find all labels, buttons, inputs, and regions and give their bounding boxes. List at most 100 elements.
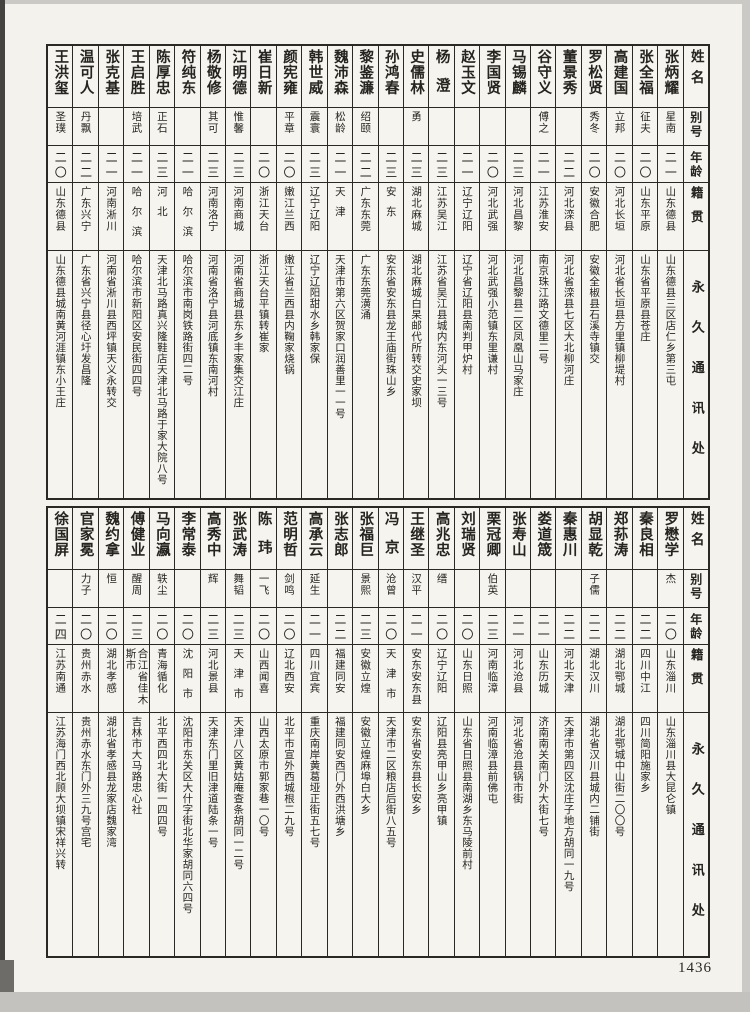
entry-alias-cell [632, 570, 658, 608]
entry-native-place: 广东东莞 [359, 186, 372, 232]
entry-native-place: 山西闻喜 [257, 648, 270, 694]
entry-native-place: 河北景县 [206, 648, 219, 694]
entry-native-place-cell: 河北景县 [200, 645, 225, 713]
entry-column: 杨敬修 其可 二三 河南洛宁 河南省洛宁县河底镇东南河村 [199, 46, 225, 498]
entry-alias: 勇 [410, 111, 423, 123]
entry-alias: 轶尘 [155, 573, 168, 596]
entry-name-cell: 江明德 [225, 46, 251, 108]
entry-name: 秦良相 [636, 511, 653, 558]
entry-native-place: 河北滦县 [562, 186, 575, 232]
entry-age-cell: 二一 [403, 608, 429, 645]
entry-age-cell: 二三 [149, 146, 175, 183]
entry-age-cell: 二〇 [581, 146, 607, 183]
column-header-alias-cell: 别号 [683, 570, 708, 608]
entry-alias-cell: 缙 [429, 570, 454, 608]
column-header-address-cell: 永久通讯处 [684, 713, 708, 956]
entry-address: 河北昌黎县二区凤凰山马家庄 [511, 254, 524, 397]
entry-alias-cell: 圣璞 [48, 108, 73, 146]
entry-native-place-cell: 四川宜宾 [302, 645, 327, 713]
entry-name-cell: 魏沛森 [327, 46, 353, 108]
entry-name-cell: 冯京 [378, 508, 403, 570]
entry-native-place-cell: 安徽立煌 [353, 645, 378, 713]
entry-column: 张炳耀 星南 二一 山东德县 山东德县三区店仁乡第三屯 [657, 46, 683, 498]
entry-address-cell: 沈阳市东关区大什字街北华家胡同六四号 [175, 713, 199, 956]
entry-column: 温可人 丹飘 二二 广东兴宁 广东省兴宁县径心圩发昌隆 [72, 46, 98, 498]
entry-native-place-cell: 贵州赤水 [73, 645, 98, 713]
entry-name-cell: 罗松贤 [581, 46, 607, 108]
column-header-native-cell: 籍贯 [683, 183, 708, 251]
entry-alias-cell: 松龄 [327, 108, 353, 146]
column-header-address: 永久通讯处 [688, 742, 704, 944]
entry-alias-cell [505, 108, 531, 146]
entry-age-cell: 二〇 [251, 608, 276, 645]
column-header-name: 姓名 [687, 511, 704, 553]
entry-age: 二〇 [53, 151, 68, 181]
entry-name: 傅健业 [128, 511, 145, 558]
entry-alias: 正石 [155, 111, 168, 134]
entry-age: 二一 [180, 151, 195, 181]
entry-alias-cell [454, 570, 480, 608]
entry-native-place-cell: 哈尔滨 [175, 183, 200, 251]
entry-native-place: 河北沧县 [511, 648, 524, 694]
entry-native-place: 河北天津 [562, 648, 575, 694]
entry-native-place: 哈尔滨 [130, 186, 143, 246]
entry-address: 南京珠江路文德里二号 [537, 254, 550, 364]
entry-address-cell: 天津八区黄姑庵查条胡同一二号 [226, 713, 250, 956]
entry-native-place: 山东淄川 [664, 648, 677, 694]
entry-age-cell: 二三 [302, 146, 327, 183]
entry-address: 河南省商城县东乡丰家集交江庄 [232, 254, 245, 408]
entry-alias-cell [327, 570, 353, 608]
column-header-alias: 别号 [688, 573, 703, 601]
entry-native-place: 福建同安 [333, 648, 346, 694]
entry-name: 张武涛 [230, 511, 247, 558]
entry-address: 河北武强小范镇东里谦村 [486, 254, 499, 375]
entry-column: 王继圣 汉平 二一 安东安东县 安东省安东县长安乡 [402, 508, 429, 956]
entry-column: 娄道筬 二一 山东历城 济南南关南门外大街七号 [530, 508, 556, 956]
entry-column: 杨澄 二三 江苏吴江 江苏省吴江县城内东河头一三号 [428, 46, 454, 498]
entry-address-cell: 安徽立煌麻埠白大乡 [353, 713, 377, 956]
entry-address: 四川简阳施家乡 [638, 716, 651, 793]
header-column: 姓名 别号 年龄 籍贯 永久通讯处 [682, 508, 708, 956]
paper: 姓名 别号 年龄 籍贯 永久通讯处 张炳耀 星南 二一 山东德县 山东德县三区店仁乡第三屯 张全福征… [5, 4, 742, 992]
entry-age-cell: 二三 [480, 608, 505, 645]
entry-address-cell: 安东省安东县龙王庙街珠山乡 [379, 251, 403, 498]
entry-age: 二〇 [459, 613, 474, 643]
entry-name-cell: 陈玮 [251, 508, 276, 570]
entry-alias-cell [378, 108, 403, 146]
entry-age: 二二 [332, 613, 347, 643]
entry-native-place: 青海循化 [155, 648, 168, 694]
column-header-age: 年龄 [688, 613, 703, 641]
column-header-address-cell: 永久通讯处 [684, 251, 708, 498]
entry-name-cell: 官家冕 [73, 508, 98, 570]
entry-age: 二〇 [256, 613, 271, 643]
entry-age-cell: 二一 [175, 146, 200, 183]
entry-alias-cell: 景熙 [353, 570, 378, 608]
entry-age-cell: 二三 [225, 146, 251, 183]
entry-name-cell: 赵玉文 [454, 46, 480, 108]
entry-age-cell: 二一 [505, 608, 531, 645]
column-header-name: 姓名 [687, 49, 704, 91]
entry-alias: 子儒 [588, 573, 601, 596]
entry-alias-cell [48, 570, 73, 608]
entry-name-cell: 刘瑞贤 [454, 508, 480, 570]
entry-address-cell: 天津市二区粮店后街八五号 [379, 713, 403, 956]
entry-address-cell: 河南省商城县东乡丰家集交江庄 [226, 251, 250, 498]
entry-name-cell: 张全福 [632, 46, 658, 108]
entry-native-place: 浙江天台 [257, 186, 270, 232]
entry-age-cell: 二二 [632, 608, 658, 645]
entry-name-cell: 杨澄 [429, 46, 454, 108]
entry-name-cell: 高兆忠 [429, 508, 454, 570]
entry-name-cell: 崔日新 [251, 46, 276, 108]
entry-age-cell: 二〇 [48, 146, 73, 183]
entry-name: 张克基 [103, 49, 120, 96]
entry-address: 贵州赤水东门外三九号宫宅 [79, 716, 92, 848]
entry-address: 江苏海门西北顾大坝镇宋祥兴转 [54, 716, 67, 870]
entry-name: 董景秀 [560, 49, 577, 96]
entry-age-cell: 二〇 [73, 608, 98, 645]
entry-address: 河北省滦县七区大北柳河庄 [562, 254, 575, 386]
entry-native-place-cell: 安东 [378, 183, 403, 251]
entry-name: 娄道筬 [535, 511, 552, 558]
entry-name-cell: 温可人 [73, 46, 98, 108]
entry-native-place-cell: 浙江天台 [251, 183, 276, 251]
entry-name: 罗松贤 [586, 49, 603, 96]
